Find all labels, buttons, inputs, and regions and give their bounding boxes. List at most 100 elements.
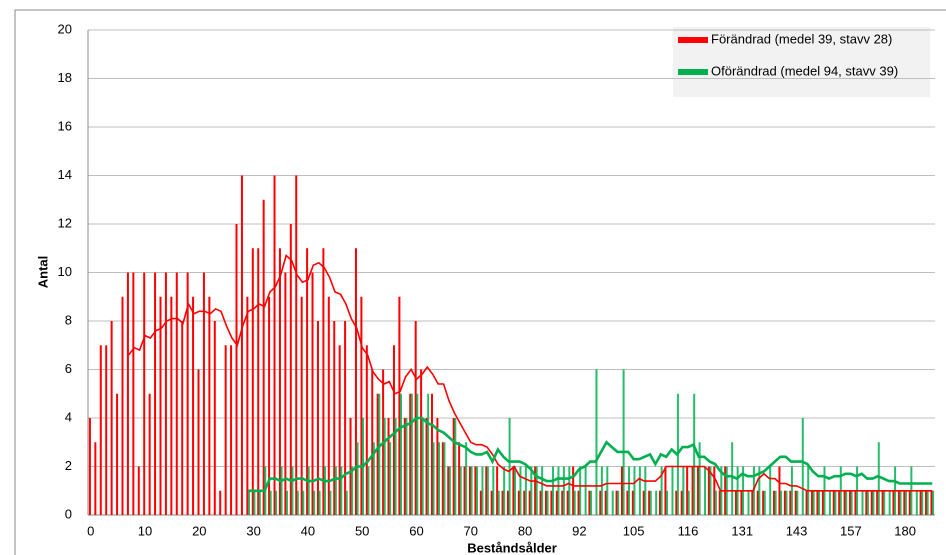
legend-swatch (678, 69, 708, 75)
y-tick-label: 6 (65, 361, 72, 376)
bar (530, 466, 533, 515)
bar (534, 466, 537, 515)
bar (714, 490, 717, 515)
bar (888, 490, 891, 515)
bar (883, 490, 886, 515)
bar (284, 272, 287, 515)
bar (132, 272, 135, 515)
bar (258, 490, 261, 515)
bar (550, 490, 553, 515)
bar (441, 442, 444, 515)
bar (338, 345, 341, 515)
bar (921, 490, 924, 515)
bar (246, 296, 249, 515)
bar (664, 466, 667, 515)
bar (387, 418, 390, 515)
bar (628, 466, 631, 515)
bar (773, 490, 776, 515)
bar (642, 490, 645, 515)
bar (595, 369, 598, 515)
bar (649, 490, 652, 515)
bar (562, 466, 565, 515)
x-tick-label: 157 (840, 523, 862, 538)
bar (306, 248, 309, 515)
bar (903, 490, 906, 515)
bar (660, 466, 663, 515)
bar (116, 393, 119, 515)
bar (600, 466, 603, 515)
bar (192, 296, 195, 515)
bar (778, 466, 781, 515)
bar (394, 418, 397, 515)
bar (463, 466, 466, 515)
bar (219, 490, 222, 515)
bar (638, 466, 641, 515)
bar (561, 490, 564, 515)
bar (94, 442, 97, 515)
bar (747, 490, 750, 515)
bar (709, 466, 712, 515)
bar (432, 442, 435, 515)
y-tick-label: 14 (58, 167, 72, 182)
bar (541, 466, 544, 515)
bar (718, 490, 721, 515)
bar (481, 466, 484, 515)
bar (925, 490, 928, 515)
bar (474, 466, 477, 515)
bar (915, 490, 918, 515)
bar (789, 490, 792, 515)
bar (289, 224, 292, 515)
bar (389, 442, 392, 515)
bar (849, 490, 852, 515)
bar (828, 490, 831, 515)
bar (175, 272, 178, 515)
bar (926, 490, 929, 515)
x-tick-label: 105 (623, 523, 645, 538)
bar (340, 466, 343, 515)
bar (360, 296, 363, 515)
bar (344, 321, 347, 515)
bar (349, 418, 352, 515)
bar (275, 490, 278, 515)
bar (763, 490, 766, 515)
bar (181, 321, 184, 515)
bar (333, 321, 336, 515)
bar (291, 466, 294, 515)
bar (544, 490, 547, 515)
bar (497, 490, 500, 515)
bar (392, 345, 395, 515)
bar (365, 345, 368, 515)
bar (566, 490, 569, 515)
bar (447, 466, 450, 515)
bar (479, 490, 482, 515)
y-tick-label: 20 (58, 21, 72, 36)
bar (240, 175, 243, 515)
bar (930, 490, 933, 515)
bar (697, 466, 700, 515)
bar (273, 175, 276, 515)
bar (687, 490, 690, 515)
bar (659, 490, 662, 515)
y-tick-label: 0 (65, 506, 72, 521)
bar (285, 490, 288, 515)
bar (622, 369, 625, 515)
bar (539, 490, 542, 515)
bar (197, 369, 200, 515)
bar (555, 490, 558, 515)
bar (524, 466, 527, 515)
x-tick-label: 80 (518, 523, 532, 538)
bar (756, 490, 759, 515)
bar (470, 466, 473, 515)
bar (186, 272, 189, 515)
bar (496, 466, 499, 515)
bar (490, 490, 493, 515)
bar (838, 490, 841, 515)
bar (740, 490, 743, 515)
bar (329, 490, 332, 515)
bar (430, 393, 433, 515)
bar (671, 466, 674, 515)
bar (621, 466, 624, 515)
bar (693, 393, 696, 515)
bar (208, 296, 211, 515)
